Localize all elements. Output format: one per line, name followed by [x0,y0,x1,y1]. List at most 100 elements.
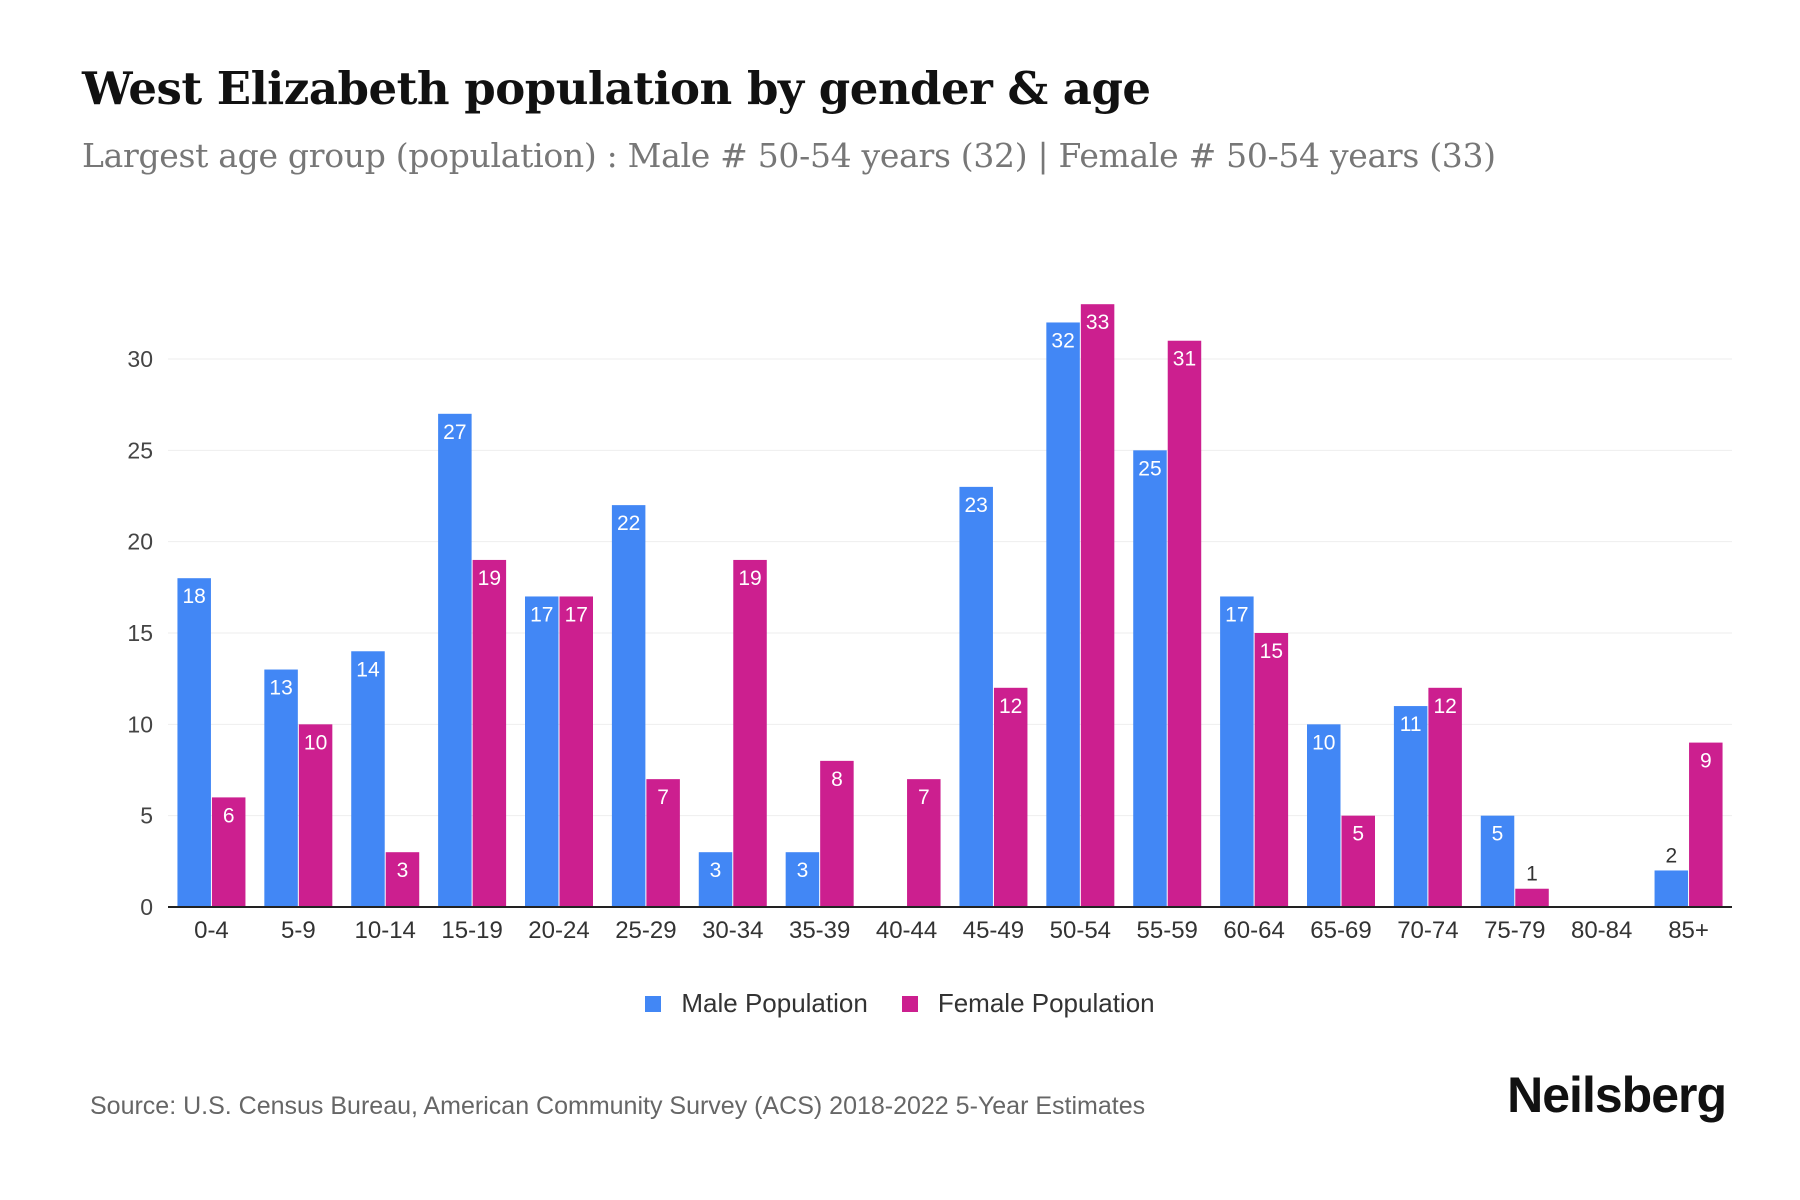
y-tick-label: 5 [140,803,153,829]
legend-swatch-male [645,995,662,1012]
data-label: 23 [965,494,988,517]
data-label: 7 [918,786,930,809]
female-bar [733,559,767,907]
female-bar [211,797,246,907]
data-label: 3 [797,859,809,882]
female-bar [1689,742,1723,907]
data-label: 9 [1700,750,1712,773]
brand-logo: Neilsberg [1507,1067,1727,1123]
data-label: 10 [1312,731,1335,754]
data-label: 17 [1225,603,1248,626]
data-label: 14 [356,658,380,681]
data-label: 19 [738,567,761,590]
x-tick-label: 45-49 [963,917,1024,944]
female-bar [907,779,941,907]
data-label: 5 [1492,823,1504,846]
male-bar [785,852,820,907]
female-bar [559,596,593,907]
data-label: 31 [1173,348,1196,371]
legend-item-female: Female Population [901,988,1155,1019]
data-label: 32 [1051,329,1074,352]
female-bar [385,852,420,907]
male-bar [1307,724,1341,907]
x-tick-label: 70-74 [1397,917,1458,944]
data-label: 1 [1526,863,1538,886]
female-bar [472,559,507,907]
y-tick-label: 15 [127,620,153,646]
legend-label-female: Female Population [937,988,1155,1018]
data-label: 10 [304,731,327,754]
x-tick-label: 85+ [1668,917,1709,944]
y-tick-label: 0 [140,894,153,920]
male-bar [525,596,559,907]
data-label: 11 [1400,713,1422,736]
male-bar [1220,596,1254,907]
data-label: 5 [1352,823,1364,846]
male-bar [1393,706,1428,907]
data-label: 6 [223,804,235,827]
male-bar [959,486,993,907]
legend-item-male: Male Population [645,988,868,1019]
x-tick-label: 55-59 [1137,917,1198,944]
male-bar [1480,815,1515,907]
x-tick-label: 40-44 [876,917,937,944]
data-label: 8 [831,768,843,791]
y-tick-label: 25 [127,437,153,463]
data-label: 27 [443,421,466,444]
data-label: 18 [183,585,206,608]
data-label: 17 [530,603,553,626]
x-tick-label: 10-14 [355,917,416,944]
data-label: 33 [1086,311,1109,334]
x-tick-label: 20-24 [528,917,589,944]
male-bar [177,578,211,907]
y-tick-label: 20 [127,529,153,555]
female-bar [1080,304,1115,907]
male-bar [1133,450,1167,907]
female-bar [1341,815,1375,907]
male-bar [264,669,298,907]
data-label: 3 [710,859,722,882]
female-bar [1167,340,1202,907]
female-bar [1254,633,1289,907]
x-tick-label: 0-4 [194,917,229,944]
data-label: 17 [565,603,588,626]
chart-title: West Elizabeth population by gender & ag… [82,62,1151,115]
male-bar [438,413,472,907]
legend: Male Population Female Population [0,988,1800,1019]
data-label: 3 [397,859,409,882]
male-bar [1654,870,1689,907]
female-bar [1515,888,1549,907]
data-label: 12 [1433,695,1456,718]
data-label: 12 [999,695,1022,718]
data-label: 13 [269,677,292,700]
male-bar [698,852,733,907]
data-label: 15 [1260,640,1283,663]
data-label: 2 [1665,844,1677,867]
x-tick-label: 35-39 [789,917,850,944]
male-bar [611,505,646,907]
male-bar [351,651,385,907]
x-tick-label: 30-34 [702,917,763,944]
female-bar [1428,687,1462,907]
data-label: 7 [657,786,669,809]
data-label: 22 [617,512,640,535]
data-label: 25 [1138,457,1161,480]
x-tick-label: 5-9 [281,917,316,944]
female-bar [820,760,854,907]
x-tick-label: 15-19 [441,917,502,944]
chart-subtitle: Largest age group (population) : Male # … [82,136,1496,175]
x-tick-label: 80-84 [1571,917,1632,944]
legend-swatch-female [901,995,918,1012]
x-tick-label: 75-79 [1484,917,1545,944]
y-tick-label: 30 [127,346,153,372]
female-bar [993,687,1028,907]
legend-label-male: Male Population [681,988,868,1018]
x-tick-label: 65-69 [1310,917,1371,944]
female-bar [298,724,333,907]
source-note: Source: U.S. Census Bureau, American Com… [90,1092,1146,1120]
x-tick-label: 25-29 [615,917,676,944]
x-tick-label: 60-64 [1223,917,1284,944]
data-label: 19 [478,567,501,590]
female-bar [646,779,680,907]
